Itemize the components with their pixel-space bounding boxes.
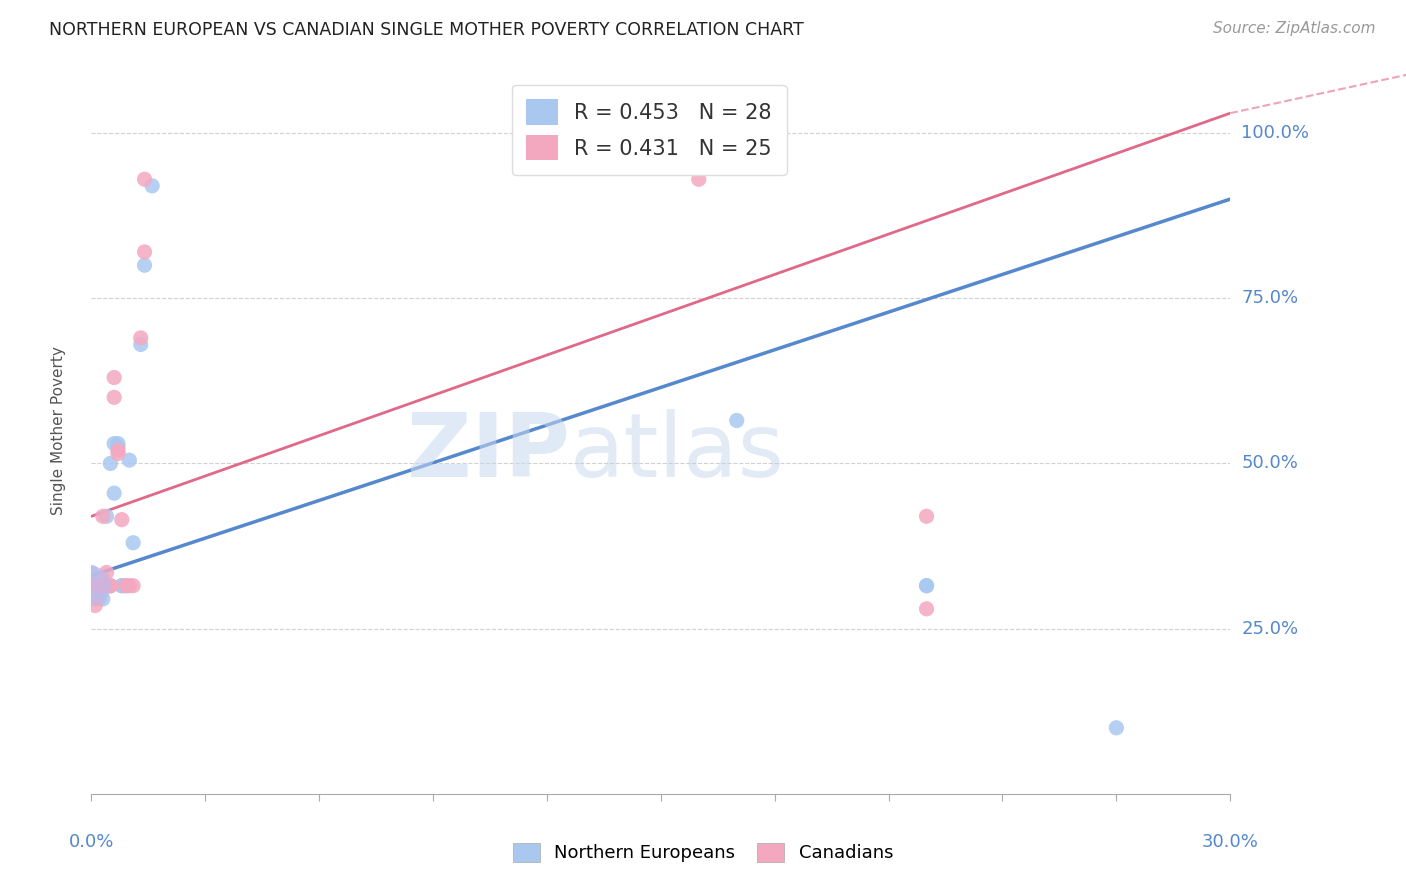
Text: 25.0%: 25.0% — [1241, 620, 1299, 638]
Point — [80, 579, 103, 593]
Point — [114, 579, 136, 593]
Point — [111, 579, 134, 593]
Point — [84, 579, 107, 593]
Text: 50.0%: 50.0% — [1241, 454, 1298, 473]
Point — [98, 457, 121, 471]
Text: 0.0%: 0.0% — [69, 833, 114, 851]
Point — [87, 579, 110, 593]
Point — [96, 566, 118, 580]
Point — [915, 602, 938, 616]
Text: atlas: atlas — [569, 409, 785, 496]
Point — [129, 337, 152, 351]
Point — [80, 579, 103, 593]
Point — [134, 244, 156, 259]
Point — [84, 591, 107, 606]
Point — [688, 172, 710, 186]
Text: NORTHERN EUROPEAN VS CANADIAN SINGLE MOTHER POVERTY CORRELATION CHART: NORTHERN EUROPEAN VS CANADIAN SINGLE MOT… — [49, 21, 804, 39]
Point — [87, 579, 110, 593]
Point — [107, 436, 129, 450]
Point — [96, 579, 118, 593]
Point — [91, 591, 114, 606]
Y-axis label: Single Mother Poverty: Single Mother Poverty — [51, 346, 66, 515]
Point — [107, 440, 129, 454]
Point — [87, 579, 110, 593]
Point — [84, 579, 107, 593]
Point — [118, 579, 141, 593]
Point — [129, 331, 152, 345]
Text: Source: ZipAtlas.com: Source: ZipAtlas.com — [1212, 21, 1375, 37]
Point — [87, 591, 110, 606]
Point — [107, 446, 129, 460]
Point — [98, 579, 121, 593]
Point — [118, 453, 141, 467]
Point — [915, 509, 938, 524]
Point — [91, 572, 114, 586]
Legend: Northern Europeans, Canadians: Northern Europeans, Canadians — [506, 836, 900, 870]
Point — [725, 120, 748, 134]
Legend: R = 0.453   N = 28, R = 0.431   N = 25: R = 0.453 N = 28, R = 0.431 N = 25 — [512, 85, 786, 175]
Point — [134, 258, 156, 272]
Point — [915, 579, 938, 593]
Point — [103, 370, 125, 384]
Point — [134, 172, 156, 186]
Point — [111, 579, 134, 593]
Point — [91, 509, 114, 524]
Point — [84, 599, 107, 613]
Text: 30.0%: 30.0% — [1202, 833, 1258, 851]
Point — [1105, 721, 1128, 735]
Point — [141, 178, 163, 193]
Point — [98, 579, 121, 593]
Point — [103, 436, 125, 450]
Point — [103, 486, 125, 500]
Point — [96, 579, 118, 593]
Point — [91, 579, 114, 593]
Point — [725, 413, 748, 427]
Point — [111, 513, 134, 527]
Text: ZIP: ZIP — [406, 409, 569, 496]
Point — [80, 566, 103, 580]
Point — [98, 579, 121, 593]
Point — [122, 535, 145, 549]
Text: 100.0%: 100.0% — [1241, 124, 1309, 142]
Point — [103, 390, 125, 404]
Point — [96, 509, 118, 524]
Text: 75.0%: 75.0% — [1241, 289, 1299, 307]
Point — [107, 443, 129, 458]
Point — [915, 579, 938, 593]
Point — [114, 579, 136, 593]
Point — [122, 579, 145, 593]
